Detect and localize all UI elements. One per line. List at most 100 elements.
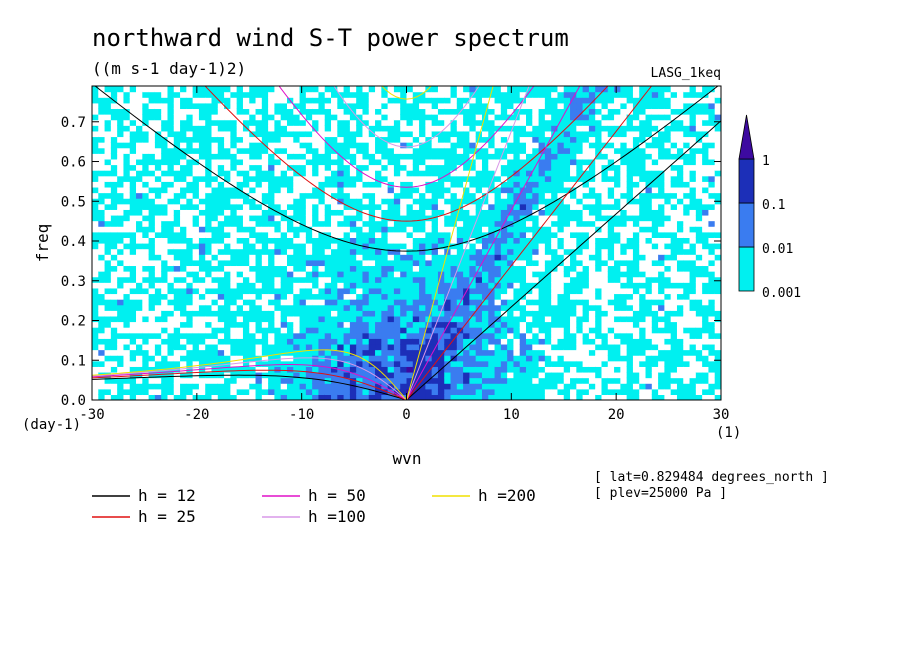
spectrum-cell <box>469 394 477 400</box>
spectrum-cell <box>318 214 326 222</box>
spectrum-cell <box>198 231 206 238</box>
spectrum-cell <box>198 282 206 289</box>
spectrum-cell <box>381 287 389 295</box>
spectrum-cell <box>639 293 647 300</box>
spectrum-cell <box>186 114 194 121</box>
spectrum-cell <box>425 299 433 306</box>
spectrum-cell <box>626 349 634 356</box>
spectrum-cell <box>123 394 131 400</box>
spectrum-cell <box>286 91 294 98</box>
spectrum-cell <box>475 186 483 194</box>
spectrum-cell <box>356 231 364 238</box>
spectrum-cell <box>481 271 489 278</box>
spectrum-cell <box>406 119 414 126</box>
spectrum-cell <box>268 265 276 272</box>
spectrum-cell <box>532 388 540 395</box>
spectrum-cell <box>230 265 238 272</box>
spectrum-cell <box>198 102 206 110</box>
spectrum-cell <box>136 327 143 334</box>
spectrum-cell <box>318 310 326 317</box>
spectrum-cell <box>154 360 162 367</box>
spectrum-cell <box>331 158 338 166</box>
spectrum-cell <box>532 271 540 278</box>
spectrum-cell <box>331 237 338 244</box>
spectrum-cell <box>280 108 288 115</box>
spectrum-cell <box>368 321 376 328</box>
spectrum-cell <box>305 108 313 115</box>
spectrum-cell <box>425 175 433 182</box>
spectrum-cell <box>286 388 294 395</box>
spectrum-cell <box>255 142 263 149</box>
spectrum-cell <box>92 248 99 255</box>
spectrum-cell <box>349 310 357 317</box>
spectrum-cell <box>425 338 433 345</box>
spectrum-cell <box>217 254 225 261</box>
spectrum-cell <box>224 158 231 166</box>
spectrum-cell <box>180 102 187 110</box>
spectrum-cell <box>645 91 653 98</box>
spectrum-cell <box>154 271 162 278</box>
spectrum-cell <box>494 332 502 339</box>
spectrum-cell <box>381 327 389 334</box>
spectrum-cell <box>142 147 150 154</box>
spectrum-cell <box>129 388 137 395</box>
spectrum-cell <box>299 142 307 149</box>
spectrum-cell <box>639 383 647 390</box>
spectrum-cell <box>104 125 112 132</box>
spectrum-cell <box>368 293 376 300</box>
spectrum-cell <box>217 276 225 283</box>
spectrum-cell <box>519 203 527 210</box>
spectrum-cell <box>563 355 571 362</box>
spectrum-cell <box>211 265 219 272</box>
spectrum-cell <box>387 243 395 250</box>
spectrum-cell <box>632 170 640 177</box>
spectrum-cell <box>286 119 294 126</box>
spectrum-cell <box>538 383 546 390</box>
spectrum-cell <box>463 315 470 323</box>
spectrum-cell <box>154 125 162 132</box>
spectrum-cell <box>205 254 213 261</box>
spectrum-cell <box>129 125 137 132</box>
spectrum-cell <box>356 203 364 210</box>
spectrum-cell <box>532 158 540 166</box>
spectrum-cell <box>198 97 206 104</box>
spectrum-cell <box>419 310 426 317</box>
spectrum-cell <box>551 237 559 244</box>
spectrum-cell <box>148 349 156 356</box>
spectrum-cell <box>626 231 634 238</box>
spectrum-cell <box>620 86 628 93</box>
spectrum-cell <box>431 271 439 278</box>
spectrum-cell <box>507 282 515 289</box>
spectrum-cell <box>450 181 458 188</box>
spectrum-cell <box>563 259 571 267</box>
spectrum-cell <box>268 181 276 188</box>
spectrum-cell <box>324 226 332 233</box>
spectrum-cell <box>507 343 515 351</box>
spectrum-cell <box>180 108 187 115</box>
spectrum-cell <box>92 209 99 216</box>
spectrum-cell <box>161 254 169 261</box>
spectrum-cell <box>500 136 508 143</box>
spectrum-cell <box>110 209 118 216</box>
spectrum-cell <box>104 91 112 98</box>
spectrum-cell <box>400 327 408 334</box>
spectrum-cell <box>645 248 653 255</box>
spectrum-cell <box>381 254 389 261</box>
spectrum-cell <box>475 315 483 323</box>
spectrum-cell <box>570 371 577 379</box>
spectrum-cell <box>626 142 634 149</box>
spectrum-cell <box>400 254 408 261</box>
spectrum-cell <box>538 343 546 351</box>
spectrum-cell <box>437 293 445 300</box>
spectrum-cell <box>198 153 206 160</box>
spectrum-cell <box>186 209 194 216</box>
spectrum-cell <box>375 130 382 138</box>
spectrum-cell <box>544 203 552 210</box>
spectrum-cell <box>570 125 577 132</box>
spectrum-cell <box>268 349 276 356</box>
spectrum-cell <box>192 231 200 238</box>
spectrum-cell <box>375 175 382 182</box>
spectrum-cell <box>337 394 345 400</box>
spectrum-cell <box>299 321 307 328</box>
spectrum-cell <box>437 170 445 177</box>
